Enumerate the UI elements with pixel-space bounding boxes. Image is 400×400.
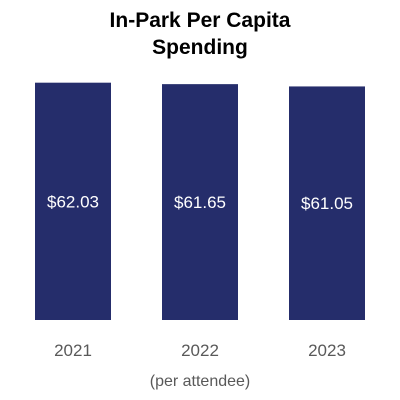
data-label-2021: $62.03 (47, 192, 99, 211)
bar-2022 (162, 84, 238, 320)
data-label-group: $62.03 $61.65 $61.05 (47, 192, 353, 213)
chart-title-line-1: In-Park Per Capita (109, 9, 291, 32)
x-tick-label-2023: 2023 (308, 341, 346, 360)
bar-group (35, 82, 365, 321)
x-axis-label: (per attendee) (150, 373, 251, 390)
bar-2023 (289, 86, 365, 321)
x-tick-label-2022: 2022 (181, 341, 219, 360)
x-tick-label-group: 2021 2022 2023 (54, 341, 346, 360)
data-label-2022: $61.65 (174, 193, 226, 212)
data-label-2023: $61.05 (301, 194, 353, 213)
chart-title-line-2: Spending (152, 36, 248, 59)
bar-2021 (35, 82, 111, 320)
chart-title: In-Park Per Capita Spending (0, 7, 400, 61)
x-tick-label-2021: 2021 (54, 341, 92, 360)
